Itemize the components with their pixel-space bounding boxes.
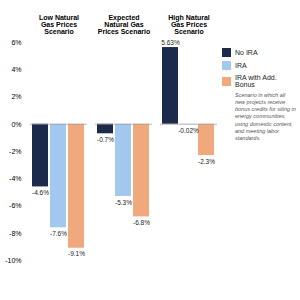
- svg-text:-2%: -2%: [9, 148, 21, 155]
- svg-text:Low NaturalGas PricesScenario: Low NaturalGas PricesScenario: [39, 14, 79, 35]
- svg-text:-0.02%: -0.02%: [178, 127, 199, 134]
- svg-text:-0.7%: -0.7%: [97, 136, 114, 143]
- svg-text:0%: 0%: [11, 120, 21, 127]
- svg-text:ExpectedNatural GasPrices Scen: ExpectedNatural GasPrices Scenario: [98, 14, 151, 35]
- svg-text:-8%: -8%: [9, 229, 21, 236]
- svg-text:2%: 2%: [11, 93, 21, 100]
- svg-text:-5.3%: -5.3%: [115, 199, 132, 206]
- html-text:IRA: IRA: [235, 62, 247, 69]
- svg-text:-2.3%: -2.3%: [198, 158, 215, 165]
- svg-text:-4%: -4%: [9, 175, 21, 182]
- svg-text:-10%: -10%: [5, 257, 21, 264]
- svg-text:-7.6%: -7.6%: [50, 230, 67, 237]
- svg-text:-6.8%: -6.8%: [133, 219, 150, 226]
- svg-text:-9.1%: -9.1%: [68, 250, 85, 257]
- html-text:Scenario in which all new proj: Scenario in which all new projects recei…: [235, 92, 296, 141]
- svg-text:High NaturalGas PricesScenario: High NaturalGas PricesScenario: [168, 14, 210, 35]
- svg-text:-4.6%: -4.6%: [32, 189, 49, 196]
- svg-text:6%: 6%: [11, 39, 21, 46]
- svg-text:-6%: -6%: [9, 202, 21, 209]
- svg-text:4%: 4%: [11, 66, 21, 73]
- html-text:No IRA: No IRA: [235, 49, 258, 56]
- svg-text:5.63%: 5.63%: [161, 39, 180, 46]
- html-text:IRA with Add. Bonus: IRA with Add. Bonus: [235, 74, 277, 88]
